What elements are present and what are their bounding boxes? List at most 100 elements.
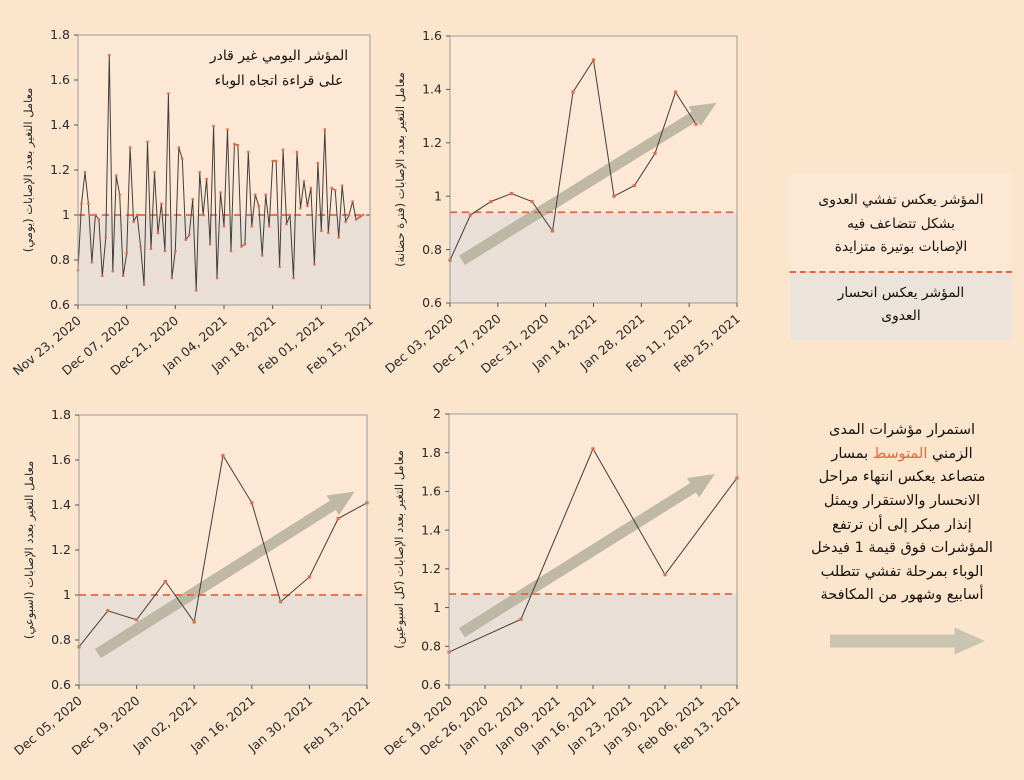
data-point	[519, 617, 523, 621]
y-axis: 0.6 0.8 1 1.2 1.4 1.6 1.8 2 معامل التغير بعدد ال…	[392, 406, 449, 692]
data-point	[673, 90, 678, 94]
data-point	[281, 148, 285, 151]
data-point	[612, 194, 616, 198]
legend-outbreak-line3: الإصابات بوتيرة متزايدة	[834, 239, 968, 256]
data-point	[274, 159, 278, 163]
trend-arrow-icon	[94, 491, 355, 659]
y-tick-label: 1.2	[421, 561, 441, 576]
y-tick-label: 1.4	[421, 522, 441, 537]
data-point	[340, 184, 344, 187]
y-axis-label: معامل التغير بعدد الإصابات (كل اسبوعين)	[392, 450, 407, 649]
data-point	[591, 447, 595, 451]
data-point	[358, 216, 361, 219]
y-tick-label: 1.6	[50, 72, 70, 87]
data-point	[146, 140, 149, 144]
y-tick-label: 1.4	[422, 82, 442, 97]
data-point	[184, 238, 187, 241]
data-point	[261, 254, 264, 257]
region-outbreak	[78, 35, 370, 215]
data-point	[229, 249, 233, 253]
data-point	[347, 213, 351, 217]
y-tick-label: 1.6	[421, 484, 441, 499]
data-point	[243, 243, 247, 246]
chart-weekly: 0.6 0.8 1 1.2 1.4 1.6 1.8 معامل التغير بعدد الإ…	[11, 407, 373, 758]
conclusion-line: الانحسار والاستقرار ويمثل	[823, 492, 981, 509]
data-point	[142, 283, 146, 286]
data-point	[83, 171, 87, 174]
data-point	[509, 191, 514, 196]
data-point	[694, 122, 698, 126]
data-point	[257, 204, 260, 208]
data-point	[302, 180, 306, 183]
region-recession	[78, 215, 370, 305]
data-point	[198, 171, 201, 174]
y-tick-label: 1	[433, 600, 441, 615]
data-point	[121, 274, 125, 277]
data-point	[221, 453, 225, 458]
data-point	[299, 207, 302, 210]
y-tick-label: 0.8	[50, 252, 70, 267]
data-point	[194, 289, 198, 292]
conclusion-line: المؤشرات فوق قيمة 1 فيدخل	[811, 540, 993, 557]
data-point	[226, 128, 229, 131]
conclusion-line: الزمني المتوسط بمسار	[831, 445, 973, 462]
y-tick-label: 1.2	[50, 162, 70, 177]
data-point	[250, 501, 254, 505]
data-point	[192, 620, 196, 624]
data-point	[309, 186, 313, 190]
data-point	[132, 220, 135, 223]
data-point	[160, 202, 163, 205]
data-point	[264, 193, 267, 196]
data-point	[292, 276, 295, 280]
data-point	[188, 234, 191, 237]
data-point	[149, 247, 153, 250]
data-point	[212, 124, 215, 128]
data-point	[118, 193, 121, 196]
y-tick-label: 0.6	[422, 295, 442, 310]
data-point	[354, 218, 358, 221]
daily-note-line2: على قراءة اتجاه الوباء	[214, 72, 344, 89]
data-point	[135, 213, 139, 217]
data-point	[530, 199, 534, 204]
data-point	[295, 150, 299, 154]
y-tick-label: 1.8	[50, 27, 70, 42]
y-tick-label: 0.6	[421, 677, 441, 692]
data-point	[327, 231, 330, 235]
data-point	[233, 142, 236, 146]
data-point	[163, 579, 167, 584]
conclusion-line: استمرار مؤشرات المدى	[828, 422, 976, 438]
data-point	[156, 231, 160, 235]
legend-recession-text: المؤشر يعكس انحسار العدوى	[790, 273, 1012, 340]
y-tick-label: 1.2	[422, 135, 442, 150]
region-recession	[450, 212, 737, 303]
data-point	[135, 618, 139, 622]
data-point	[236, 144, 240, 147]
daily-indicator-note: المؤشر اليومي غير قادر على قراءة اتجاه ا…	[188, 44, 370, 93]
y-tick-label: 1	[62, 207, 70, 222]
region-outbreak	[449, 414, 737, 595]
legend-recession-line2: العدوى	[881, 307, 921, 324]
data-point	[191, 198, 194, 201]
data-point	[125, 252, 128, 255]
data-point	[97, 218, 101, 221]
data-point	[254, 193, 257, 196]
data-point	[489, 199, 493, 204]
y-tick-label: 1.6	[422, 28, 442, 43]
data-point	[104, 236, 108, 239]
conclusion-line: إنذار مبكر إلى أن ترتفع	[832, 516, 972, 533]
data-point	[247, 150, 250, 154]
flow-arrow-icon	[830, 627, 985, 655]
data-point	[174, 249, 177, 253]
y-tick-label: 1.8	[51, 407, 71, 422]
conclusion-text: استمرار مؤشرات المدى الزمني المتوسط بمسار…	[783, 419, 1021, 608]
y-axis-label: معامل التغير بعدد الإصابات (اسبوعي)	[22, 461, 37, 639]
y-axis-label: معامل التغير بعدد الإصابات (يومي)	[21, 88, 36, 253]
data-point	[336, 516, 340, 521]
legend-outbreak-line2: بشكل تتضاعف فيه	[847, 215, 955, 232]
data-point	[316, 162, 320, 165]
data-point	[361, 213, 365, 217]
y-tick-label: 0.6	[51, 677, 71, 692]
